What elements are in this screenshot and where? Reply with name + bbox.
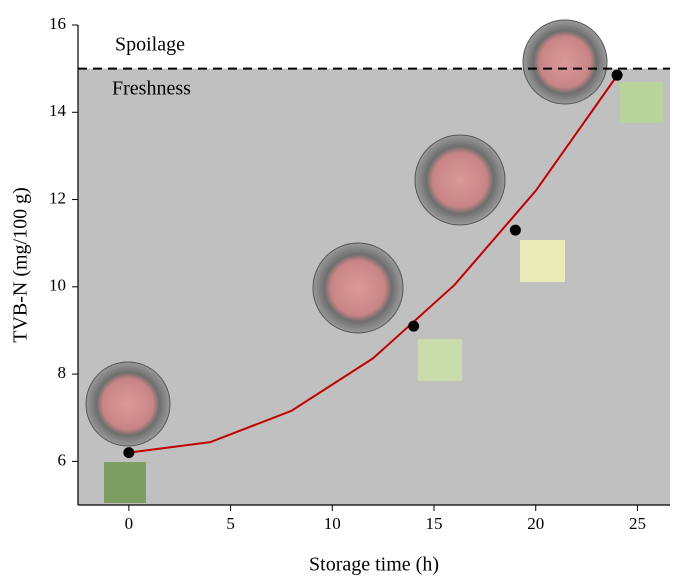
data-point: [123, 447, 134, 458]
annotation: Spoilage: [115, 34, 185, 56]
petri-dish: [86, 362, 170, 446]
petri-dish: [523, 20, 607, 104]
chart: Spoilage Freshness Storage time (h) TVB-…: [0, 0, 673, 581]
y-tick-label: 6: [58, 450, 67, 469]
petri-dish: [415, 135, 505, 225]
x-tick-label: 10: [324, 514, 341, 533]
color-swatch: [620, 82, 663, 123]
data-point: [612, 70, 623, 81]
annotation: Freshness: [112, 78, 191, 100]
y-tick-label: 16: [49, 14, 66, 33]
y-axis-label: TVB-N (mg/100 g): [10, 187, 32, 343]
x-tick-label: 15: [426, 514, 443, 533]
color-swatch: [418, 339, 462, 381]
data-point: [408, 321, 419, 332]
x-tick-label: 20: [527, 514, 544, 533]
data-point: [510, 225, 521, 236]
color-swatch: [520, 240, 565, 282]
petri-dish: [313, 243, 403, 333]
x-tick-label: 5: [226, 514, 235, 533]
y-tick-label: 12: [49, 188, 66, 207]
y-tick-label: 8: [58, 363, 67, 382]
y-tick-label: 14: [49, 101, 67, 120]
color-swatch: [104, 462, 146, 503]
x-tick-label: 25: [629, 514, 646, 533]
y-tick-label: 10: [49, 276, 66, 295]
x-tick-label: 0: [125, 514, 134, 533]
x-axis-label: Storage time (h): [309, 554, 439, 576]
